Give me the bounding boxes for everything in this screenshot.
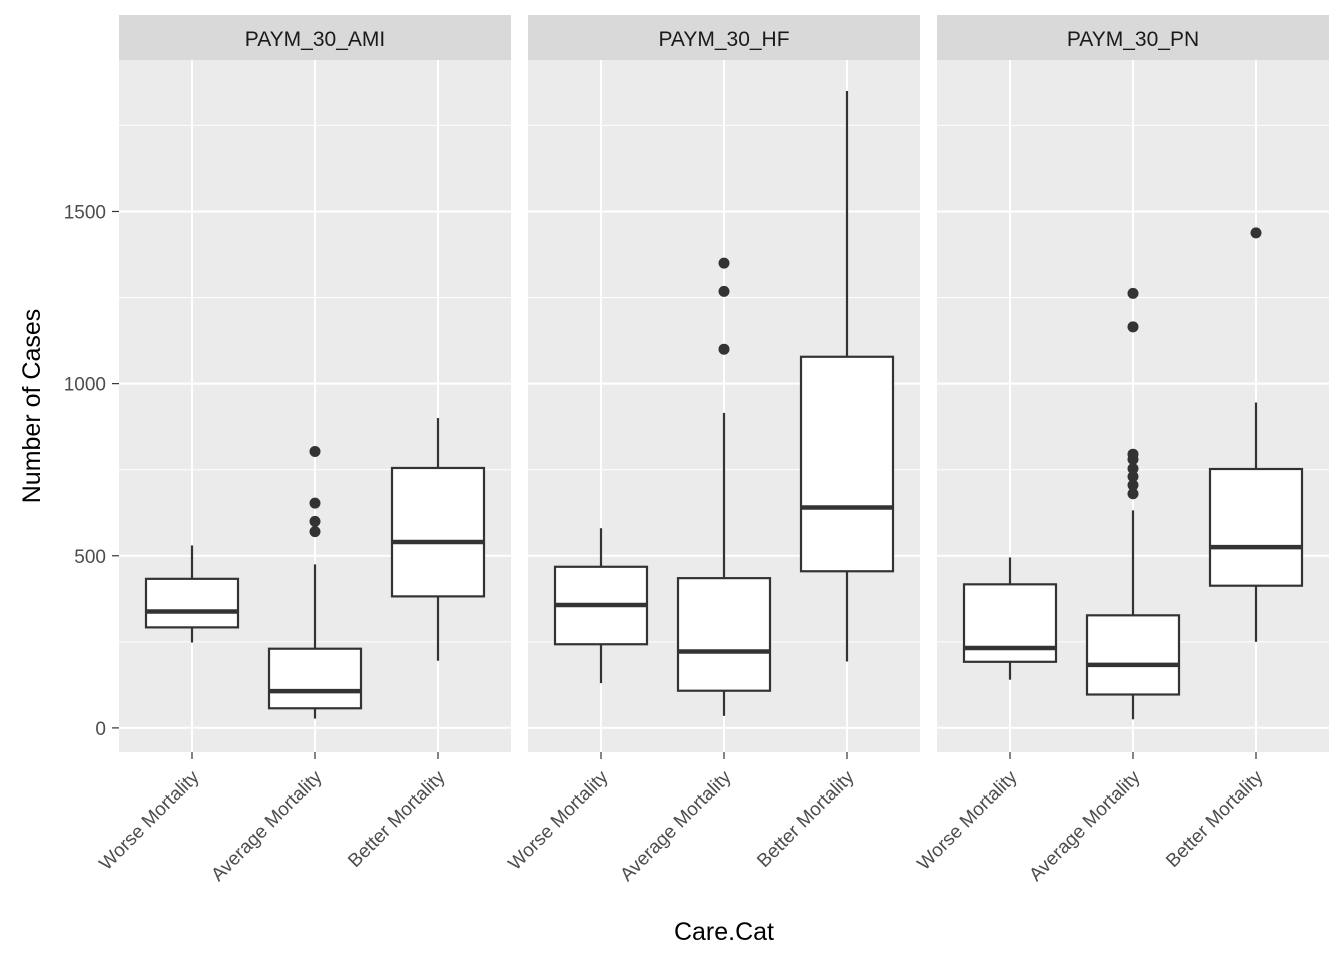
- facet-strip: [119, 15, 511, 60]
- outlier-point: [1250, 227, 1262, 239]
- box-iqr: [676, 577, 772, 692]
- x-tick-label: Worse Mortality: [505, 766, 613, 874]
- outlier-point: [1127, 463, 1139, 475]
- box-iqr: [1085, 614, 1181, 696]
- facet-strip: [937, 15, 1329, 60]
- outlier-point: [1127, 488, 1139, 500]
- x-tick-label: Better Mortality: [753, 766, 859, 872]
- y-tick-label: 1000: [64, 375, 106, 396]
- y-tick-label: 0: [95, 719, 106, 740]
- outlier-point: [309, 515, 321, 527]
- outlier-point: [718, 285, 730, 297]
- outlier-point: [309, 497, 321, 509]
- x-tick-label: Average Mortality: [616, 766, 735, 885]
- box-iqr: [144, 577, 240, 629]
- outlier-point: [1127, 448, 1139, 460]
- outlier-point: [309, 526, 321, 538]
- box-worse-mortality: [962, 557, 1058, 680]
- outlier-point: [1127, 287, 1139, 299]
- facet-strip: [528, 15, 920, 60]
- outlier-point: [1127, 321, 1139, 333]
- panel-paym-30-ami: PAYM_30_AMI Worse Mortality Average Mortal…: [96, 15, 511, 886]
- x-tick-label: Better Mortality: [344, 766, 450, 872]
- outlier-point: [718, 257, 730, 269]
- box-better-mortality: [390, 418, 486, 661]
- outlier-point: [718, 343, 730, 355]
- y-tick-label: 500: [74, 547, 106, 568]
- box-iqr: [390, 466, 486, 598]
- outlier-point: [1127, 479, 1139, 491]
- box-average-mortality: [1085, 287, 1181, 720]
- box-iqr: [799, 355, 895, 573]
- y-tick-label: 1500: [64, 202, 106, 223]
- facet-strip-label: PAYM_30_PN: [1067, 28, 1199, 51]
- box-worse-mortality: [553, 528, 649, 684]
- panel-paym-30-hf: PAYM_30_HF Worse Mortality Average Mortali…: [505, 15, 920, 886]
- outlier-point: [1127, 471, 1139, 483]
- x-tick-label: Worse Mortality: [96, 766, 204, 874]
- x-tick-label: Average Mortality: [207, 766, 326, 885]
- box-iqr: [1208, 467, 1304, 587]
- panel-paym-30-pn: PAYM_30_PN Worse Mortality Average Mortali…: [914, 15, 1329, 886]
- x-tick-label: Better Mortality: [1162, 766, 1268, 872]
- y-axis-title: Number of Cases: [18, 309, 46, 504]
- x-axis-title: Care.Cat: [674, 918, 774, 946]
- box-better-mortality: [1208, 227, 1304, 642]
- box-average-mortality: [267, 445, 363, 719]
- box-iqr: [267, 647, 363, 710]
- facet-strip-label: PAYM_30_HF: [658, 28, 789, 51]
- box-worse-mortality: [144, 545, 240, 643]
- x-tick-label: Worse Mortality: [914, 766, 1022, 874]
- x-tick-label: Average Mortality: [1025, 766, 1144, 885]
- facet-strip-label: PAYM_30_AMI: [245, 28, 385, 51]
- outlier-point: [309, 445, 321, 457]
- box-better-mortality: [799, 90, 895, 662]
- box-average-mortality: [676, 257, 772, 716]
- y-axis: 0 500 1000 1500: [64, 202, 119, 740]
